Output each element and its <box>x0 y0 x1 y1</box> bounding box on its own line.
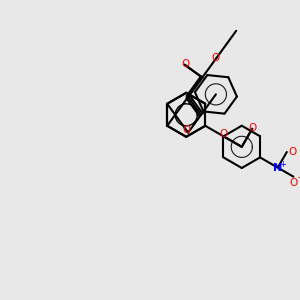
Text: O: O <box>212 53 220 63</box>
Text: O: O <box>248 123 256 134</box>
Text: O: O <box>289 147 297 157</box>
Text: N: N <box>273 163 282 172</box>
Text: O: O <box>182 59 190 69</box>
Text: +: + <box>280 160 286 169</box>
Text: O: O <box>182 125 191 135</box>
Text: -: - <box>297 174 300 183</box>
Text: O: O <box>289 178 298 188</box>
Text: O: O <box>220 129 228 139</box>
